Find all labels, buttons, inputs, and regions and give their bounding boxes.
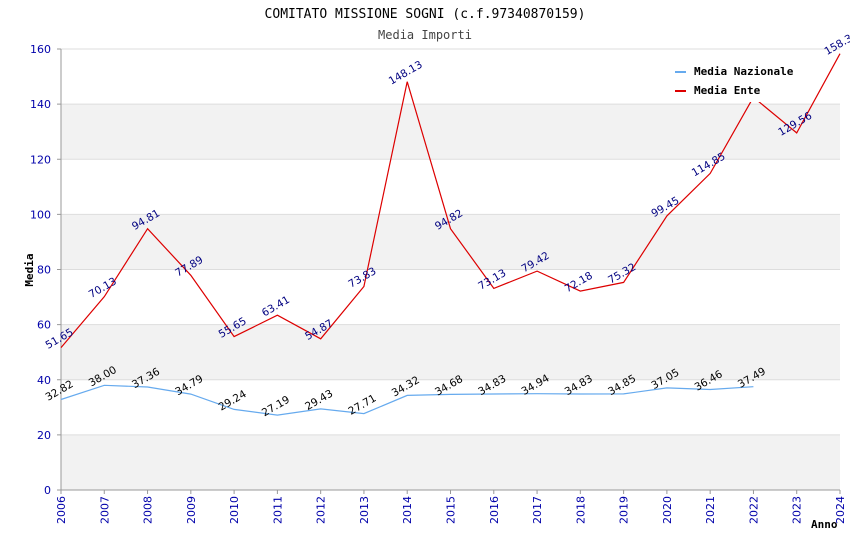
x-axis-title: Anno (811, 518, 838, 531)
series-line-media-ente (60, 53, 841, 348)
x-tick-label-2018: 2018 (574, 496, 587, 524)
x-tick-label-2008: 2008 (142, 496, 155, 524)
x-tick-label-2016: 2016 (488, 496, 501, 524)
y-tick-label-0: 0 (44, 484, 51, 497)
x-tick-label-2007: 2007 (98, 496, 111, 524)
series-lines (60, 53, 841, 416)
x-tick-label-2006: 2006 (55, 496, 68, 524)
x-tick-label-2015: 2015 (445, 496, 458, 524)
chart-subtitle: Media Importi (378, 28, 472, 42)
x-tick-label-2022: 2022 (747, 496, 760, 524)
x-tick-label-2009: 2009 (185, 496, 198, 524)
band-120-140 (61, 104, 840, 160)
band-40-60 (61, 324, 840, 380)
band-60-80 (61, 269, 840, 325)
legend-label-media-ente: Media Ente (694, 84, 761, 97)
x-tick-label-2024: 2024 (834, 496, 847, 524)
y-tick-label-100: 100 (30, 208, 51, 221)
legend: Media Nazionale Media Ente (668, 58, 808, 102)
x-tick-label-2012: 2012 (315, 496, 328, 524)
x-axis-ticks: 2006 2007 2008 2009 2010 2011 2012 2013 2014 2015… (55, 490, 847, 524)
x-tick-label-2011: 2011 (271, 496, 284, 524)
band-0-20 (61, 434, 840, 490)
band-100-120 (61, 159, 840, 215)
y-tick-label-140: 140 (30, 98, 51, 111)
x-tick-label-2023: 2023 (791, 496, 804, 524)
x-tick-label-2010: 2010 (228, 496, 241, 524)
y-tick-label-60: 60 (37, 319, 51, 332)
y-tick-label-160: 160 (30, 43, 51, 56)
y-axis-title: Media (23, 253, 36, 286)
x-tick-label-2017: 2017 (531, 496, 544, 524)
y-tick-label-40: 40 (37, 374, 51, 387)
y-tick-label-120: 120 (30, 153, 51, 166)
x-tick-label-2020: 2020 (661, 496, 674, 524)
chart-title: COMITATO MISSIONE SOGNI (c.f.97340870159… (265, 7, 586, 22)
x-tick-label-2019: 2019 (618, 496, 631, 524)
series-line-media-nazionale (60, 384, 754, 416)
legend-label-media-nazionale: Media Nazionale (694, 65, 794, 78)
legend-box (668, 58, 808, 102)
x-tick-label-2014: 2014 (401, 496, 414, 524)
y-tick-label-80: 80 (37, 264, 51, 277)
y-tick-label-20: 20 (37, 429, 51, 442)
band-80-100 (61, 214, 840, 270)
y-axis-ticks: 0 20 40 60 80 100 120 140 160 (30, 43, 61, 497)
x-tick-label-2013: 2013 (358, 496, 371, 524)
x-tick-label-2021: 2021 (704, 496, 717, 524)
